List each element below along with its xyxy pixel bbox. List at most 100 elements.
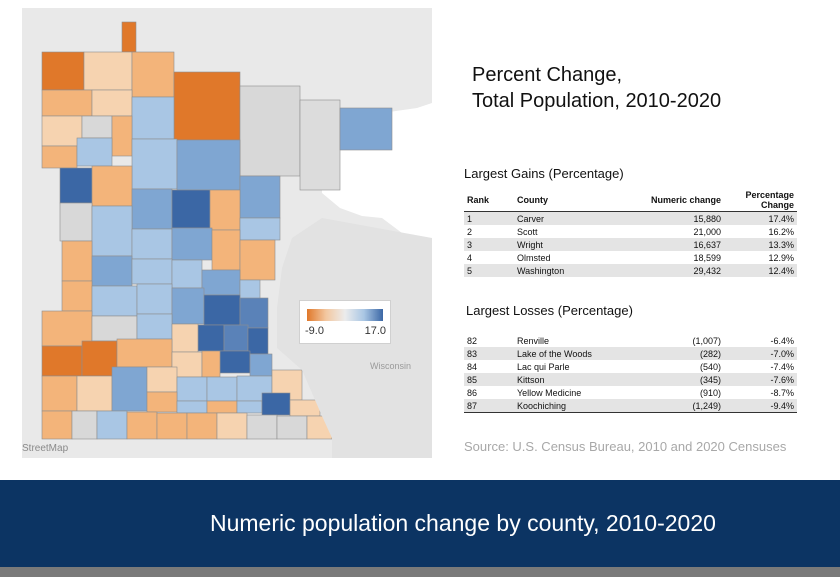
county <box>299 99 341 191</box>
table-row: 86 Yellow Medicine (910) -8.7% <box>464 386 797 399</box>
table-row: 2 Scott 21,000 16.2% <box>464 225 797 238</box>
gains-table: Rank County Numeric change Percentage Ch… <box>464 189 797 277</box>
county <box>171 323 199 353</box>
table-row: 87 Koochiching (1,249) -9.4% <box>464 399 797 413</box>
losses-heading: Largest Losses (Percentage) <box>466 303 633 318</box>
county-cell: Wright <box>514 238 618 251</box>
county <box>41 51 85 91</box>
county <box>41 345 83 377</box>
county <box>146 391 178 413</box>
legend-gradient <box>307 309 383 321</box>
map-legend: -9.0 17.0 <box>299 300 391 344</box>
rank-cell: 2 <box>467 226 473 237</box>
county-cell: Washington <box>514 264 618 277</box>
numeric-cell: (540) <box>699 361 721 372</box>
county <box>126 411 158 440</box>
county <box>186 412 218 440</box>
column-header: Percentage Change <box>724 189 797 212</box>
rank-cell: 87 <box>464 399 514 413</box>
table-row: 84 Lac qui Parle (540) -7.4% <box>464 360 797 373</box>
rank-cell: 86 <box>467 387 478 398</box>
county <box>339 107 393 151</box>
county <box>136 283 173 315</box>
county <box>96 410 128 440</box>
rank-cell: 1 <box>464 211 514 225</box>
title-line-1: Percent Change, <box>472 64 623 86</box>
table-row: 85 Kittson (345) -7.6% <box>464 373 797 386</box>
table-row: 4 Olmsted 18,599 12.9% <box>464 251 797 264</box>
map-attribution: StreetMap <box>22 443 69 454</box>
county <box>131 51 175 98</box>
county-cell: Koochiching <box>514 399 618 413</box>
county <box>91 165 133 207</box>
county <box>239 217 281 241</box>
county <box>249 353 273 377</box>
county <box>41 375 78 412</box>
table-row: 83 Lake of the Woods (282) -7.0% <box>464 347 797 360</box>
bottom-strip <box>0 567 840 577</box>
numeric-cell: (345) <box>618 373 724 386</box>
county-cell: Olmsted <box>517 252 551 263</box>
county <box>209 189 241 231</box>
county <box>206 376 238 402</box>
county <box>276 415 308 440</box>
county <box>171 287 205 325</box>
county <box>81 115 113 139</box>
county <box>76 137 113 167</box>
county <box>41 89 93 117</box>
legend-max: 17.0 <box>364 325 386 337</box>
county <box>239 297 269 329</box>
county-cell: Scott <box>517 226 538 237</box>
legend-min: -9.0 <box>305 325 324 337</box>
county <box>247 327 269 355</box>
county <box>223 324 249 352</box>
county <box>91 89 133 117</box>
county-cell: Yellow Medicine <box>517 387 582 398</box>
table-row: 1 Carver 15,880 17.4% <box>464 211 797 225</box>
county <box>41 115 83 147</box>
rank-cell: 4 <box>467 252 473 263</box>
county <box>131 258 173 285</box>
county <box>146 366 178 393</box>
caption-banner: Numeric population change by county, 201… <box>0 480 840 567</box>
county <box>203 294 241 326</box>
county <box>91 205 133 257</box>
choropleth-map[interactable]: Wisconsin StreetMap -9.0 17.0 <box>22 8 432 458</box>
numeric-cell: (282) <box>618 347 724 360</box>
numeric-cell: 21,000 <box>693 226 721 237</box>
losses-table: 82 Renville (1,007) -6.4% 83 Lake of the… <box>464 334 797 413</box>
county <box>201 350 221 378</box>
county <box>261 392 291 416</box>
column-header: Numeric change <box>618 189 724 212</box>
county <box>239 85 301 177</box>
county <box>111 115 133 157</box>
county <box>236 400 263 414</box>
county <box>136 313 173 340</box>
percent-cell: -8.7% <box>770 387 794 398</box>
percent-cell: -7.6% <box>724 373 797 386</box>
percent-cell: 12.9% <box>768 252 794 263</box>
slide-title: Percent Change, Total Population, 2010-2… <box>472 62 721 114</box>
rank-cell: 3 <box>464 238 514 251</box>
table-row: 3 Wright 16,637 13.3% <box>464 238 797 251</box>
county-cell: Lake of the Woods <box>514 347 618 360</box>
numeric-cell: (1,249) <box>618 399 724 413</box>
numeric-cell: (1,007) <box>692 335 721 346</box>
county <box>171 227 213 261</box>
slide: Wisconsin StreetMap -9.0 17.0 Percent Ch… <box>22 8 797 458</box>
county <box>131 228 173 260</box>
numeric-cell: 18,599 <box>693 252 721 263</box>
county <box>91 315 138 342</box>
county <box>116 338 173 368</box>
percent-cell: -6.4% <box>770 335 794 346</box>
county-cell: Carver <box>514 211 618 225</box>
county <box>131 138 178 190</box>
county <box>173 71 241 141</box>
column-header: Rank <box>464 189 514 212</box>
county <box>83 51 133 91</box>
rank-cell: 84 <box>467 361 478 372</box>
percent-cell: -7.4% <box>770 361 794 372</box>
county <box>197 324 225 352</box>
county <box>211 229 241 271</box>
percent-cell: 13.3% <box>724 238 797 251</box>
